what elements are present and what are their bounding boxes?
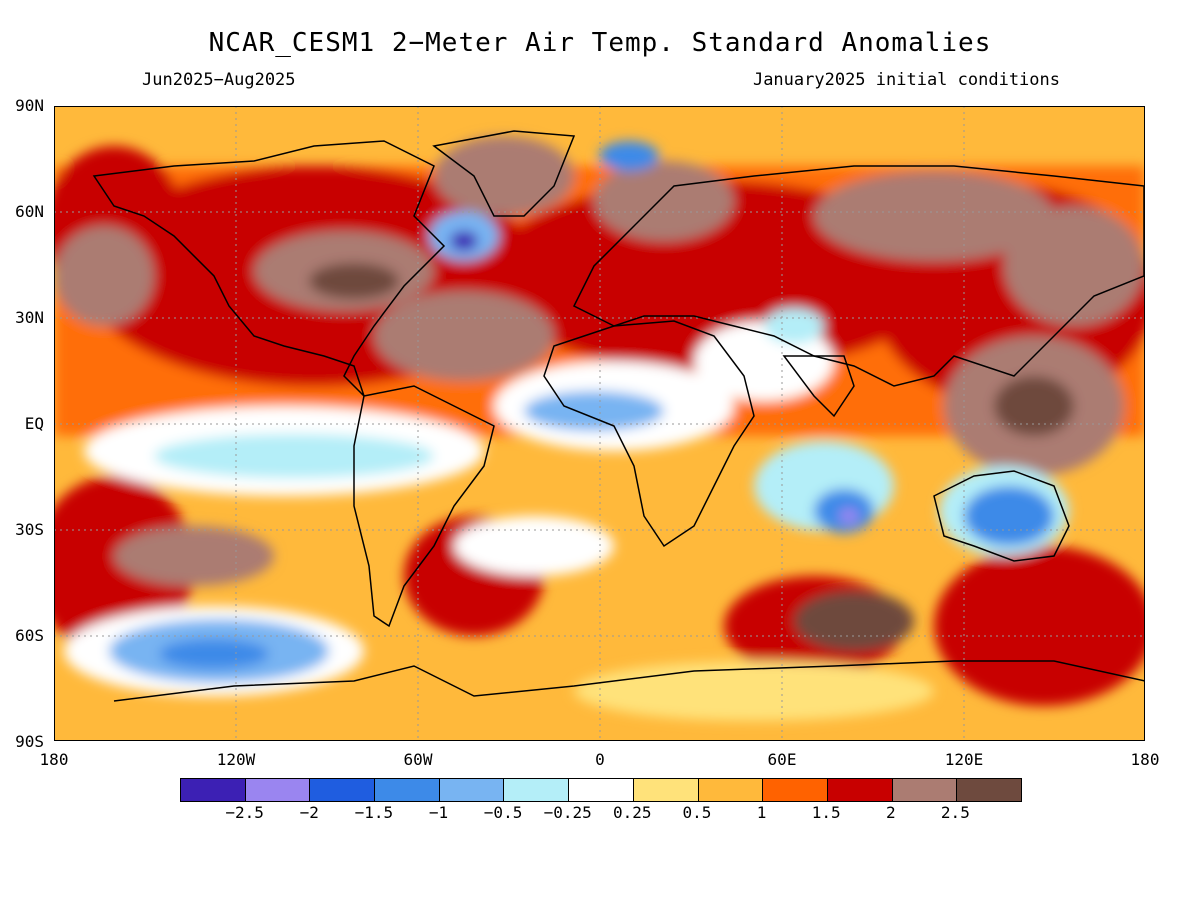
colorbar-tick-label: −0.5	[483, 803, 523, 822]
lat-label-30n: 30N	[15, 308, 44, 327]
lon-label-0: 0	[595, 750, 605, 769]
lon-label-180e: 180	[1130, 750, 1160, 769]
colorbar-bin	[633, 779, 699, 801]
colorbar-bin	[957, 779, 1021, 801]
colorbar-bin	[310, 779, 376, 801]
map-frame	[54, 106, 1145, 741]
colorbar-tick-label: −1	[428, 803, 449, 822]
initial-conditions: January2025 initial conditions	[752, 70, 1060, 90]
map-title: NCAR_CESM1 2−Meter Air Temp. Standard An…	[208, 28, 992, 58]
lon-label-60w: 60W	[403, 750, 433, 769]
colorbar-tick-label: 1	[756, 803, 767, 822]
graticule	[54, 106, 1145, 741]
lat-label-90n: 90N	[15, 96, 44, 115]
lon-label-120w: 120W	[216, 750, 256, 769]
colorbar-bin	[892, 779, 958, 801]
forecast-period: Jun2025−Aug2025	[142, 70, 296, 90]
colorbar-tick-label: 2	[885, 803, 896, 822]
colorbar-tick-label: 1.5	[811, 803, 841, 822]
lat-label-90s: 90S	[15, 732, 44, 751]
colorbar-bin	[181, 779, 246, 801]
lon-label-120e: 120E	[944, 750, 984, 769]
lat-label-30s: 30S	[15, 520, 44, 539]
colorbar-tick-label: −1.5	[354, 803, 394, 822]
colorbar-tick-label: −0.25	[543, 803, 592, 822]
colorbar-bin	[504, 779, 570, 801]
lat-label-eq: EQ	[24, 414, 44, 433]
colorbar-tick-label: −2	[299, 803, 319, 822]
colorbar-tick-label: −2.5	[225, 803, 264, 822]
colorbar-bin	[375, 779, 440, 801]
colorbar	[180, 778, 1022, 802]
colorbar-tick-label: 0.25	[613, 803, 652, 822]
lon-label-180w: 180	[39, 750, 69, 769]
colorbar-bin	[763, 779, 828, 801]
colorbar-bin	[698, 779, 764, 801]
map-canvas	[54, 106, 1145, 741]
colorbar-bin	[439, 779, 505, 801]
colorbar-tick-label: 0.5	[682, 803, 712, 822]
colorbar-tick-label: 2.5	[940, 803, 970, 822]
lat-label-60n: 60N	[15, 202, 44, 221]
colorbar-bin	[827, 779, 893, 801]
colorbar-bin	[569, 779, 634, 801]
anomaly-field	[54, 136, 1145, 721]
lat-label-60s: 60S	[15, 626, 44, 645]
coastlines	[92, 130, 1145, 702]
anomaly-map	[54, 106, 1145, 741]
colorbar-bin	[245, 779, 311, 801]
lon-label-60e: 60E	[767, 750, 797, 769]
